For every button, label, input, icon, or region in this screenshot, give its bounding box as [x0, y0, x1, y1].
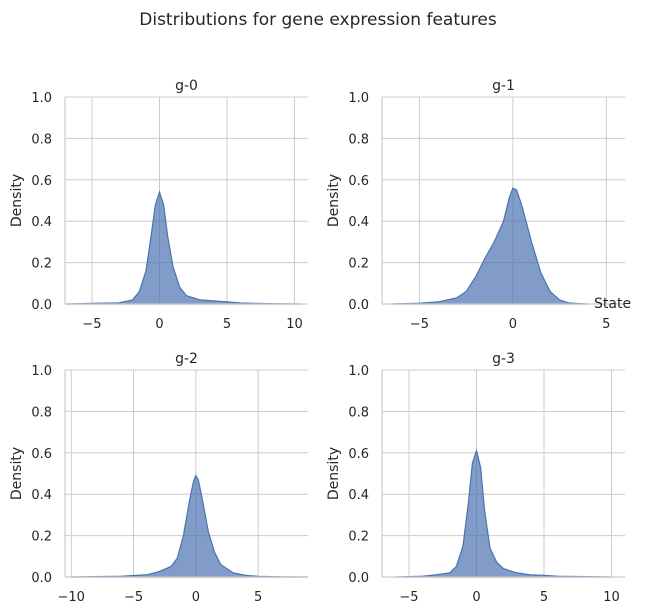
x-tick-label: −5 [124, 590, 143, 605]
x-tick-label: 0 [155, 317, 163, 332]
y-tick-label: 0.2 [31, 530, 52, 545]
y-tick-label: 0.2 [31, 257, 52, 272]
x-tick-label: 0 [192, 590, 200, 605]
x-tick-label: 5 [602, 317, 610, 332]
y-tick-label: 0.4 [348, 488, 369, 503]
y-tick-label: 0.0 [31, 298, 52, 313]
x-tick-label: 5 [223, 317, 231, 332]
y-tick-label: 0.8 [31, 132, 52, 147]
panel-g-3: 0.0 0.2 0.4 0.6 0.8 1.0 −5 0 5 10 g-3 Density [326, 351, 625, 605]
x-tick-label: 0 [509, 317, 517, 332]
y-tick-label: 1.0 [348, 364, 369, 379]
density-area [71, 474, 309, 578]
y-axis-label: Density [9, 447, 25, 500]
y-tick-label: 0.4 [31, 215, 52, 230]
y-tick-label: 0.8 [348, 405, 369, 420]
y-tick-label: 0.6 [31, 174, 52, 189]
x-tick-label: 10 [603, 590, 620, 605]
y-tick-label: 0.4 [31, 488, 52, 503]
panel-title: g-1 [492, 78, 515, 94]
y-tick-label: 0.2 [348, 257, 369, 272]
legend-title: State [594, 296, 631, 312]
density-area [395, 448, 612, 578]
y-tick-label: 0.0 [31, 571, 52, 586]
y-tick-label: 0.6 [348, 447, 369, 462]
panel-title: g-3 [492, 351, 515, 367]
y-tick-label: 1.0 [31, 364, 52, 379]
x-tick-label: 5 [254, 590, 262, 605]
panels: 0.0 0.2 0.4 0.6 0.8 1.0 −5 0 5 10 g-0 Density 0.0 0.2… [9, 78, 625, 605]
x-tick-label: 0 [472, 590, 480, 605]
y-tick-label: 1.0 [348, 91, 369, 106]
y-tick-label: 0.2 [348, 530, 369, 545]
y-tick-label: 0.4 [348, 215, 369, 230]
x-tick-label: −5 [410, 317, 429, 332]
y-axis-label: Density [326, 174, 342, 227]
y-tick-label: 0.6 [348, 174, 369, 189]
y-tick-label: 0.8 [31, 405, 52, 420]
y-tick-label: 0.0 [348, 571, 369, 586]
density-area [64, 190, 302, 305]
figure-title: Distributions for gene expression featur… [139, 10, 497, 30]
panel-g-0: 0.0 0.2 0.4 0.6 0.8 1.0 −5 0 5 10 g-0 Density [9, 78, 308, 332]
panel-title: g-2 [175, 351, 198, 367]
panel-title: g-0 [175, 78, 198, 94]
density-area [391, 187, 588, 305]
y-tick-label: 0.0 [348, 298, 369, 313]
y-axis-label: Density [9, 174, 25, 227]
y-tick-label: 0.8 [348, 132, 369, 147]
x-tick-label: −5 [82, 317, 101, 332]
x-tick-label: −5 [399, 590, 418, 605]
panel-g-2: 0.0 0.2 0.4 0.6 0.8 1.0 −10 −5 0 5 g-2 Density [9, 351, 309, 605]
x-tick-label: 5 [540, 590, 548, 605]
y-tick-label: 1.0 [31, 91, 52, 106]
y-tick-label: 0.6 [31, 447, 52, 462]
y-axis-label: Density [326, 447, 342, 500]
panel-g-1: 0.0 0.2 0.4 0.6 0.8 1.0 −5 0 5 g-1 Density [326, 78, 625, 332]
x-tick-label: −10 [58, 590, 85, 605]
x-tick-label: 10 [286, 317, 303, 332]
